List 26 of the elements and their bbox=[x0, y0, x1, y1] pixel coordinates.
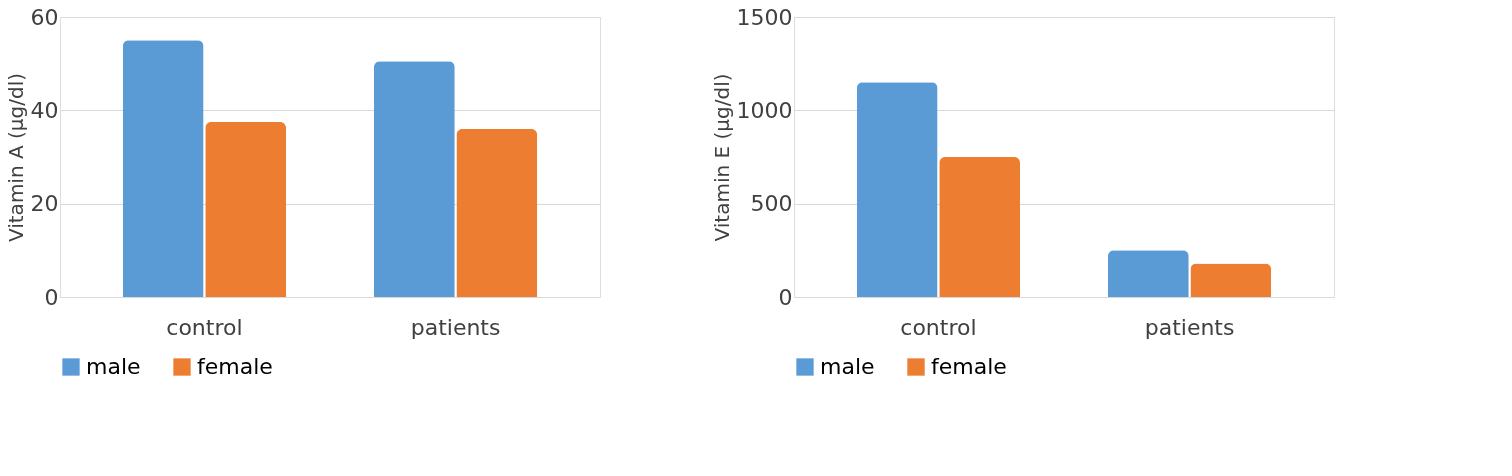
y-tick-label: 500 bbox=[750, 191, 793, 217]
legend-label: female bbox=[197, 354, 273, 379]
bar bbox=[856, 82, 938, 297]
bar bbox=[939, 157, 1021, 297]
x-tick-label: patients bbox=[1144, 314, 1235, 340]
y-tick-label: 1500 bbox=[736, 4, 793, 30]
x-tick-label: patients bbox=[410, 314, 501, 340]
bar bbox=[1107, 250, 1189, 297]
bar bbox=[373, 61, 455, 297]
x-tick-label: control bbox=[166, 314, 243, 340]
legend-label: male bbox=[86, 354, 141, 379]
bar bbox=[122, 40, 204, 297]
y-tick-label: 1000 bbox=[736, 97, 793, 123]
y-tick-label: 40 bbox=[30, 97, 59, 123]
y-axis-title: Vitamin A (µg/dl) bbox=[3, 72, 28, 243]
legend-label: female bbox=[931, 354, 1007, 379]
y-tick-label: 0 bbox=[44, 284, 59, 310]
y-tick-label: 0 bbox=[778, 284, 793, 310]
x-tick-label: control bbox=[900, 314, 977, 340]
bar bbox=[1190, 263, 1272, 297]
y-tick-label: 20 bbox=[30, 191, 59, 217]
bar bbox=[456, 129, 538, 297]
y-axis-title: Vitamin E (µg/dl) bbox=[709, 73, 734, 242]
legend-label: male bbox=[820, 354, 875, 379]
y-tick-label: 60 bbox=[30, 4, 59, 30]
bar bbox=[205, 122, 287, 297]
